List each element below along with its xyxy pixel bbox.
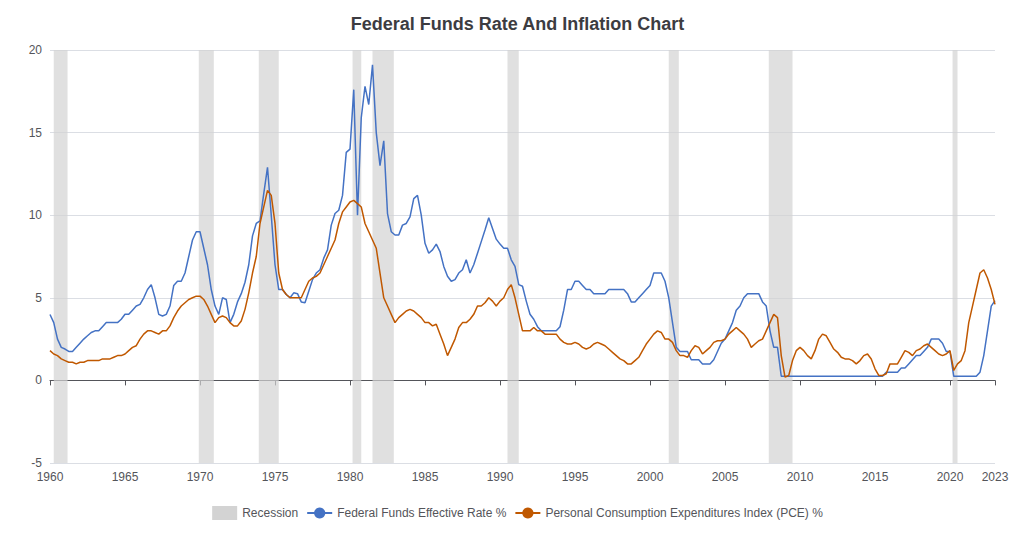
svg-text:-5: -5 [31, 456, 42, 470]
svg-text:1965: 1965 [112, 470, 139, 484]
svg-text:2015: 2015 [862, 470, 889, 484]
svg-text:1980: 1980 [337, 470, 364, 484]
svg-text:2005: 2005 [712, 470, 739, 484]
svg-text:1960: 1960 [37, 470, 64, 484]
svg-text:Federal Funds Effective Rate %: Federal Funds Effective Rate % [337, 506, 507, 520]
svg-text:1970: 1970 [187, 470, 214, 484]
svg-text:0: 0 [35, 373, 42, 387]
svg-text:Personal Consumption Expenditu: Personal Consumption Expenditures Index … [545, 506, 823, 520]
svg-text:20: 20 [29, 43, 43, 57]
svg-text:2010: 2010 [787, 470, 814, 484]
svg-text:5: 5 [35, 291, 42, 305]
svg-text:2000: 2000 [637, 470, 664, 484]
svg-text:1975: 1975 [262, 470, 289, 484]
svg-text:1995: 1995 [562, 470, 589, 484]
svg-text:Recession: Recession [242, 506, 298, 520]
svg-text:2023: 2023 [982, 470, 1009, 484]
svg-text:1985: 1985 [412, 470, 439, 484]
svg-text:Federal Funds Rate And Inflati: Federal Funds Rate And Inflation Chart [351, 14, 684, 34]
svg-text:1990: 1990 [487, 470, 514, 484]
svg-text:2020: 2020 [937, 470, 964, 484]
svg-text:10: 10 [29, 208, 43, 222]
svg-text:15: 15 [29, 126, 43, 140]
